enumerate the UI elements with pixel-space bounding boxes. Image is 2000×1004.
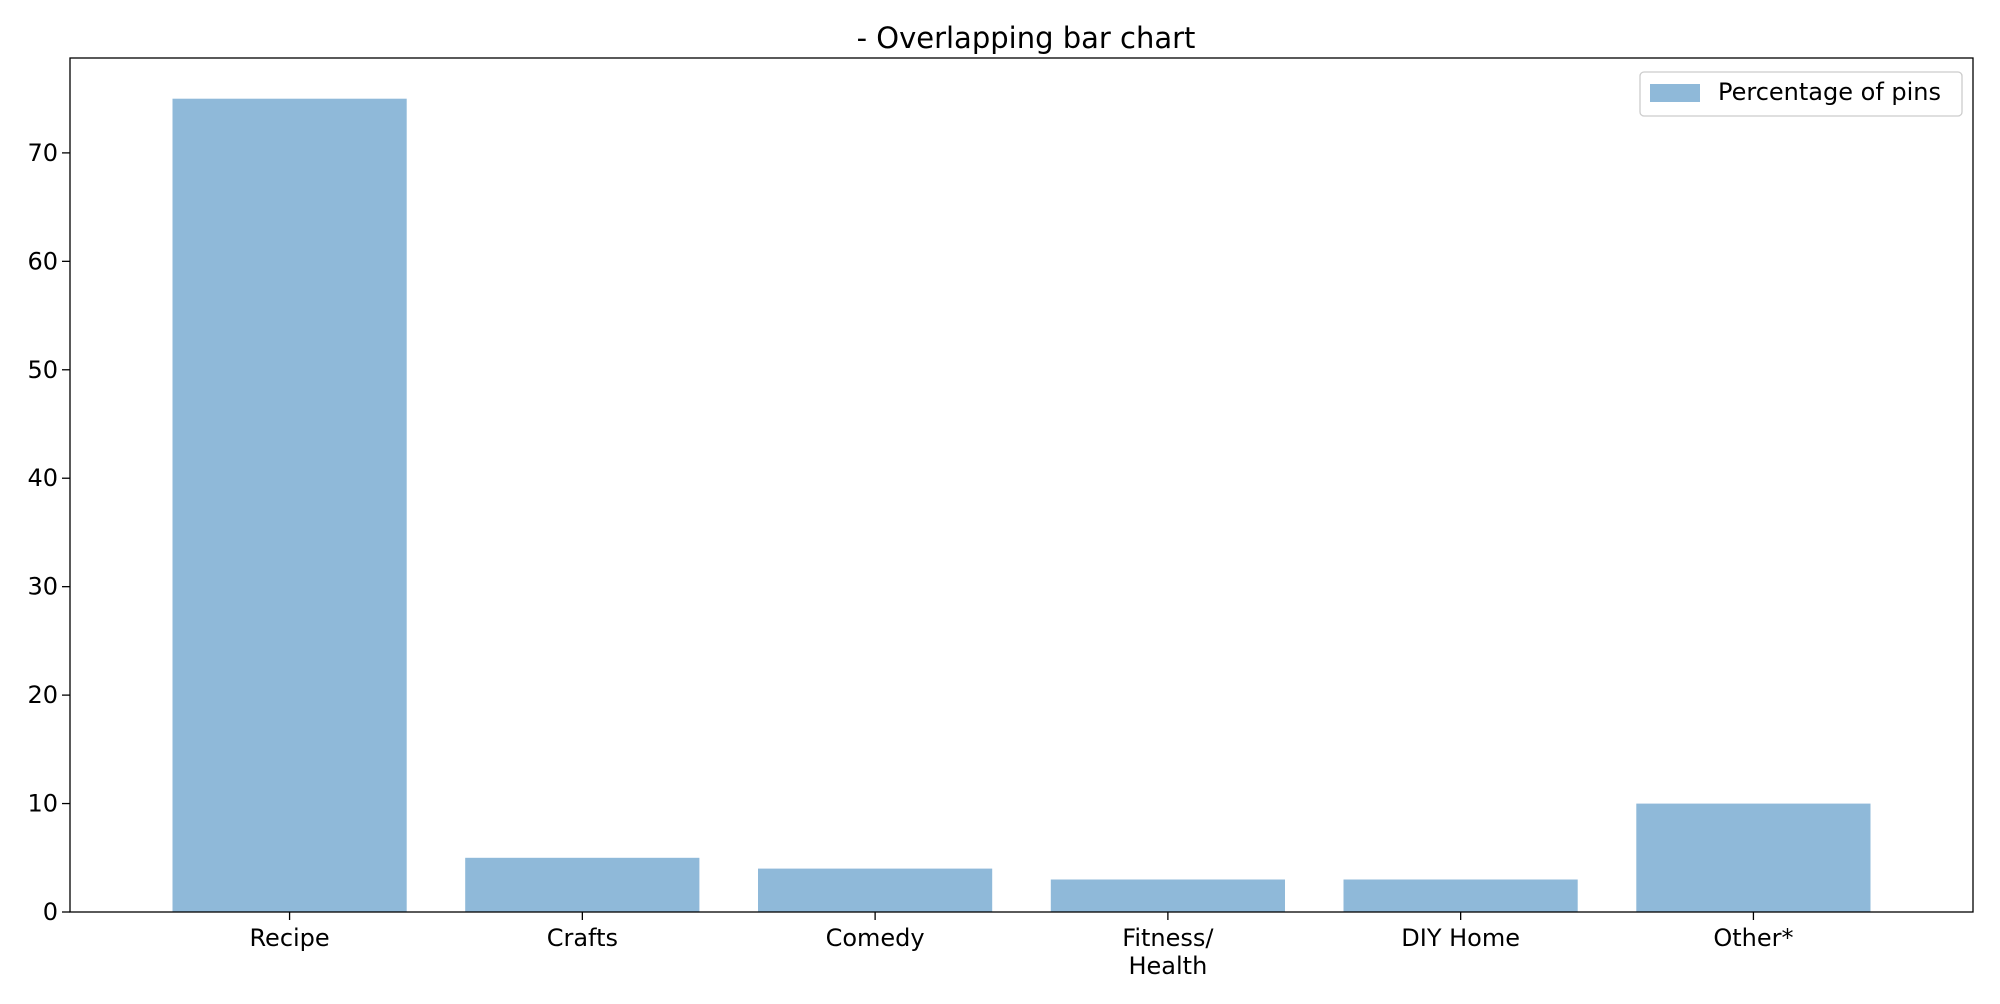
y-tick-label: 10: [27, 790, 58, 818]
bar-recipe: [172, 98, 407, 912]
y-tick-label: 70: [27, 139, 58, 167]
y-tick-label: 0: [43, 898, 58, 926]
legend: Percentage of pins: [1639, 71, 1963, 117]
chart-title: - Overlapping bar chart: [857, 21, 1196, 55]
bar-diy-home: [1343, 879, 1578, 912]
y-tick-label: 60: [27, 247, 58, 275]
legend-swatch: [1650, 84, 1700, 102]
plot-frame: [69, 57, 1974, 913]
x-tick-label: DIY Home: [1401, 924, 1520, 952]
y-tick-label: 50: [27, 356, 58, 384]
bar-other: [1636, 803, 1871, 912]
y-tick-label: 20: [27, 681, 58, 709]
bar-fitness-health: [1050, 879, 1285, 912]
x-tick-label: Comedy: [826, 924, 925, 952]
y-tick-label: 30: [27, 573, 58, 601]
x-tick-label: Crafts: [547, 924, 618, 952]
x-tick-label: Fitness/Health: [1122, 924, 1214, 980]
legend-label: Percentage of pins: [1718, 78, 1941, 106]
bar-crafts: [465, 857, 700, 912]
bars-layer: [172, 98, 1871, 912]
axes-layer: 0 10 20 30 40 50 60 70 Recipe Crafts Comedy Fitness…: [27, 139, 1793, 980]
x-tick-label: Recipe: [249, 924, 329, 952]
x-tick-label: Other*: [1713, 924, 1793, 952]
bar-comedy: [758, 868, 993, 912]
y-tick-label: 40: [27, 464, 58, 492]
legend-box: [1639, 71, 1963, 117]
